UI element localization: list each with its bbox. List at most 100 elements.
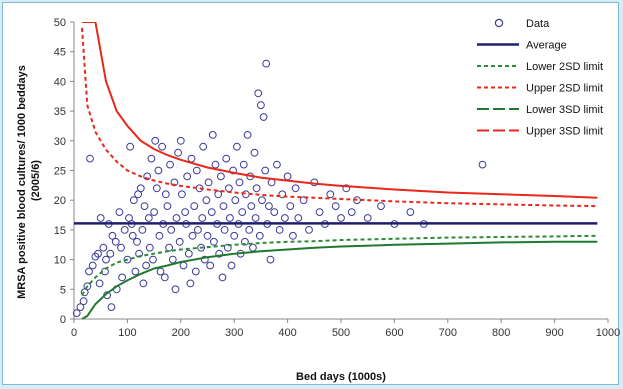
data-point <box>120 226 129 234</box>
data-point <box>223 243 232 252</box>
data-point <box>243 131 252 139</box>
y-ticks: 0 5 10 15 20 25 30 35 40 45 50 <box>54 17 74 326</box>
legend-item-average: Average <box>477 40 567 52</box>
data-point <box>174 148 183 157</box>
data-point <box>241 237 249 246</box>
y-tick-label: 35 <box>54 106 66 118</box>
data-point <box>231 196 240 205</box>
data-point <box>261 166 270 175</box>
data-point <box>220 226 229 234</box>
x-tick-label: 0 <box>71 327 77 339</box>
data-point <box>143 172 152 181</box>
data-point <box>128 231 137 240</box>
data-point <box>326 190 335 199</box>
data-point <box>342 184 351 193</box>
data-point <box>363 214 372 222</box>
data-point <box>160 273 169 282</box>
data-point <box>85 267 93 276</box>
x-tick-label: 600 <box>385 327 403 339</box>
data-point <box>129 196 138 205</box>
data-point <box>219 202 228 211</box>
data-point <box>108 231 117 240</box>
data-point <box>186 279 195 288</box>
legend-item-data: Data <box>494 18 550 30</box>
data-point <box>281 214 289 222</box>
y-tick-label: 20 <box>54 195 66 207</box>
data-point <box>347 208 356 217</box>
data-point <box>149 255 157 264</box>
data-point <box>250 148 259 157</box>
legend-item-lower2: Lower 2SD limit <box>477 61 603 73</box>
data-point <box>252 184 261 193</box>
data-point <box>286 202 295 211</box>
data-point <box>190 202 199 211</box>
data-point <box>229 166 238 175</box>
legend: Data Average Lower 2SD limit Upper 2SD limi… <box>477 18 603 138</box>
data-point <box>255 231 264 240</box>
data-point <box>245 226 254 234</box>
data-point <box>262 59 271 68</box>
data-point <box>233 142 241 151</box>
data-point <box>254 89 263 98</box>
data-point <box>191 267 200 276</box>
data-point <box>478 160 487 169</box>
y-tick-label: 0 <box>60 314 66 326</box>
upper2-limit-line <box>81 27 598 208</box>
data-point <box>337 214 345 222</box>
data-point <box>172 214 181 222</box>
data-point <box>197 243 206 252</box>
data-point <box>283 172 292 181</box>
y-tick-label: 10 <box>54 255 66 267</box>
y-tick-label: 5 <box>60 284 66 296</box>
data-point <box>144 214 153 222</box>
data-point <box>118 273 126 282</box>
data-point <box>202 196 211 205</box>
legend-item-upper3: Upper 3SD limit <box>477 126 603 138</box>
data-point <box>86 154 94 163</box>
x-tick-label: 400 <box>278 327 296 339</box>
data-point <box>210 237 218 246</box>
data-point <box>198 214 207 222</box>
x-tick-label: 800 <box>492 327 510 339</box>
data-point <box>165 243 174 252</box>
data-point <box>215 249 224 258</box>
data-point <box>154 166 163 175</box>
data-point <box>168 255 177 264</box>
data-point <box>200 255 209 264</box>
data-point <box>235 178 244 187</box>
data-point <box>230 231 239 240</box>
data-point <box>150 208 159 217</box>
y-tick-label: 15 <box>54 225 66 237</box>
data-point <box>227 261 236 270</box>
data-point <box>331 202 340 211</box>
data-point <box>117 243 125 252</box>
data-point <box>289 231 297 240</box>
y-tick-label: 25 <box>54 166 66 178</box>
lower3-limit-line <box>81 240 598 319</box>
data-point <box>217 172 225 181</box>
x-tick-label: 100 <box>118 327 136 339</box>
data-point <box>207 208 216 217</box>
data-point <box>133 237 141 246</box>
data-point <box>299 196 308 205</box>
data-point <box>291 184 300 193</box>
legend-symbol-data <box>494 18 504 28</box>
x-tick-label: 200 <box>172 327 190 339</box>
data-point <box>96 214 105 222</box>
x-tick-label: 1000 <box>596 327 620 339</box>
data-point <box>203 231 212 240</box>
data-point <box>222 154 231 163</box>
legend-item-upper2: Upper 2SD limit <box>477 83 603 95</box>
data-point <box>102 255 110 264</box>
data-point <box>171 285 180 294</box>
data-point <box>181 208 190 217</box>
data-point <box>251 214 260 222</box>
data-point <box>406 208 415 217</box>
data-point <box>136 184 145 193</box>
funnel-plot-chart: 0 5 10 15 20 25 30 35 40 45 50 0 100 200 300 400 500 600… <box>16 17 620 383</box>
x-tick-label: 900 <box>545 327 563 339</box>
data-point <box>163 202 172 211</box>
data-point <box>206 261 215 270</box>
data-point <box>158 142 167 151</box>
data-point <box>275 226 284 234</box>
